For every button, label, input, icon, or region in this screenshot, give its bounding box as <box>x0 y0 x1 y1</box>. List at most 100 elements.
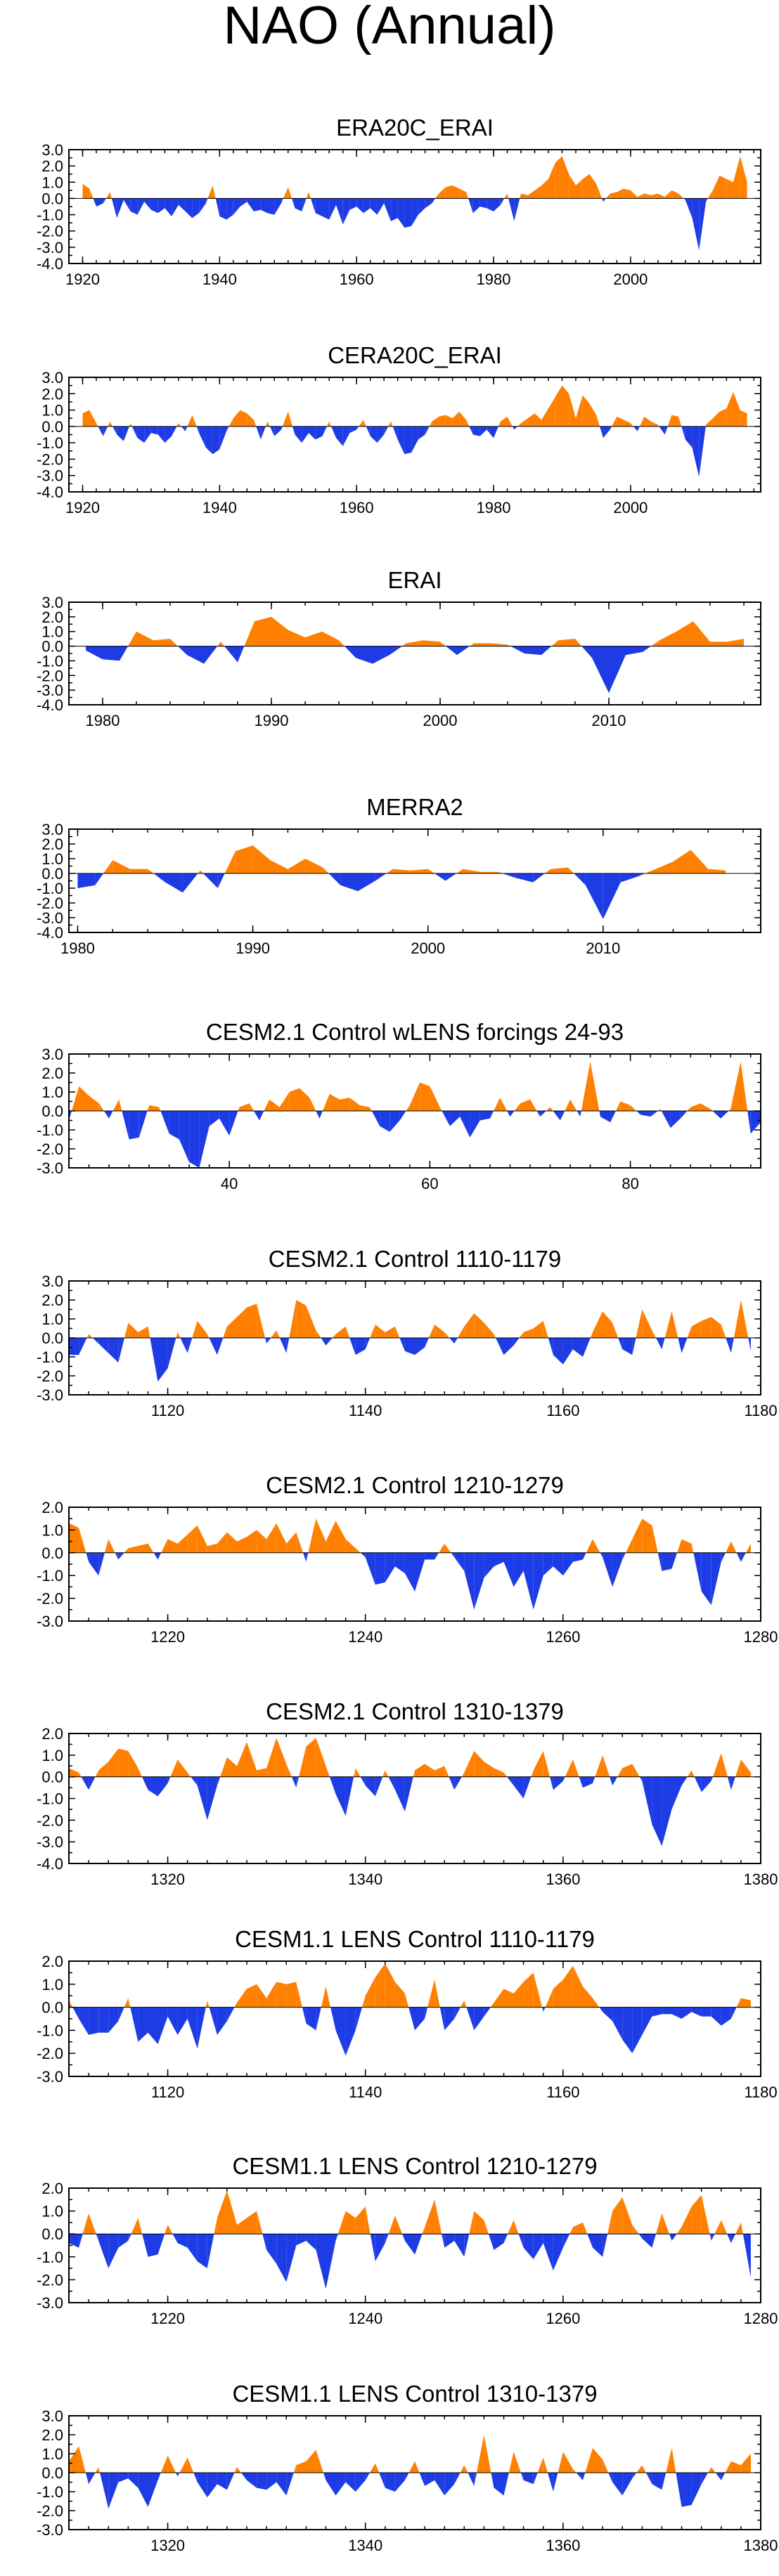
positive-area <box>534 185 542 199</box>
negative-area <box>262 2234 267 2250</box>
negative-area <box>217 2473 227 2490</box>
y-tick-label: -1.0 <box>37 2022 63 2039</box>
positive-area <box>740 1998 751 2008</box>
negative-area <box>642 2234 652 2248</box>
negative-area <box>691 2473 702 2505</box>
positive-area <box>264 1099 270 1111</box>
negative-area <box>507 1111 510 1117</box>
positive-area <box>237 1537 247 1553</box>
negative-area <box>355 1338 366 1355</box>
positive-area <box>354 1768 356 1777</box>
negative-area <box>454 2007 461 2019</box>
negative-area <box>187 2234 198 2262</box>
positive-area <box>701 1317 712 1338</box>
x-tick-label: 1380 <box>744 2537 778 2554</box>
negative-area <box>669 2234 672 2241</box>
negative-area <box>144 426 151 443</box>
negative-area <box>730 2234 736 2244</box>
negative-area <box>109 1111 113 1119</box>
positive-area <box>652 1330 656 1338</box>
positive-area <box>296 2461 307 2473</box>
positive-area <box>89 2213 96 2235</box>
negative-area <box>326 1338 333 1346</box>
negative-area <box>197 1776 207 1821</box>
positive-area <box>740 1061 748 1111</box>
positive-area <box>363 419 366 427</box>
negative-area <box>553 2473 558 2492</box>
y-tick-label: 0.0 <box>41 1999 63 2017</box>
negative-area <box>671 2007 682 2019</box>
positive-area <box>112 1099 120 1111</box>
negative-area <box>449 1776 455 1790</box>
negative-area <box>574 873 586 885</box>
negative-area <box>98 1552 105 1576</box>
negative-area <box>479 198 487 209</box>
negative-area <box>269 426 275 436</box>
positive-area <box>477 2435 484 2473</box>
negative-area <box>474 2007 484 2031</box>
chart-panel: CESM1.1 LENS Control 1110-1179 2.0 1.0 0.0 -… <box>37 1926 778 2101</box>
negative-area <box>612 1776 618 1785</box>
positive-area <box>662 2213 669 2235</box>
positive-area <box>671 2447 676 2473</box>
positive-area <box>678 193 684 199</box>
positive-area <box>82 183 90 199</box>
positive-area <box>733 1300 741 1338</box>
positive-area <box>519 1332 524 1338</box>
negative-area <box>281 426 283 430</box>
positive-area <box>537 2457 543 2473</box>
positive-area <box>740 410 747 427</box>
negative-area <box>129 1111 139 1140</box>
negative-area <box>371 1111 380 1126</box>
positive-area <box>267 421 270 427</box>
negative-area <box>701 1776 712 1793</box>
positive-area <box>480 871 498 873</box>
positive-area <box>404 1993 409 2008</box>
positive-area <box>593 2447 603 2473</box>
negative-area <box>266 1338 271 1344</box>
positive-area <box>69 1768 79 1777</box>
x-tick-label: 1260 <box>546 1628 580 1646</box>
negative-area <box>342 198 350 225</box>
positive-area <box>288 859 306 873</box>
negative-area <box>229 1111 238 1136</box>
positive-area <box>730 1541 737 1553</box>
positive-area <box>192 1320 198 1338</box>
negative-area <box>592 646 609 694</box>
positive-area <box>484 2220 489 2235</box>
y-tick-label: 1.0 <box>41 1976 63 1993</box>
negative-area <box>694 1776 702 1793</box>
positive-area <box>548 396 555 427</box>
positive-area <box>466 419 470 427</box>
y-tick-label: -1.0 <box>37 1790 63 1808</box>
negative-area <box>86 646 103 660</box>
positive-area <box>671 415 679 427</box>
negative-area <box>204 646 218 664</box>
positive-area <box>494 1989 504 2008</box>
positive-area <box>187 415 193 427</box>
negative-area <box>681 1776 688 1785</box>
negative-area <box>193 2473 198 2483</box>
positive-area <box>198 870 200 873</box>
negative-area <box>632 2473 637 2479</box>
positive-area <box>708 2466 712 2473</box>
positive-area <box>562 156 569 199</box>
positive-area <box>527 413 535 427</box>
positive-area <box>326 1521 336 1553</box>
positive-area <box>217 642 221 646</box>
y-tick-label: 1.0 <box>41 1747 63 1764</box>
plot-frame <box>68 601 761 705</box>
negative-area <box>562 1776 565 1781</box>
negative-area <box>240 198 247 207</box>
negative-area <box>185 198 193 219</box>
negative-area <box>89 1552 99 1576</box>
negative-area <box>726 1338 731 1353</box>
y-tick-label: -3.0 <box>37 909 63 927</box>
positive-area <box>124 1998 129 2008</box>
negative-area <box>548 2473 553 2492</box>
positive-area <box>728 1109 731 1111</box>
negative-area <box>500 198 505 205</box>
negative-area <box>148 2007 158 2045</box>
negative-area <box>365 1776 375 1797</box>
negative-area <box>150 1338 158 1382</box>
